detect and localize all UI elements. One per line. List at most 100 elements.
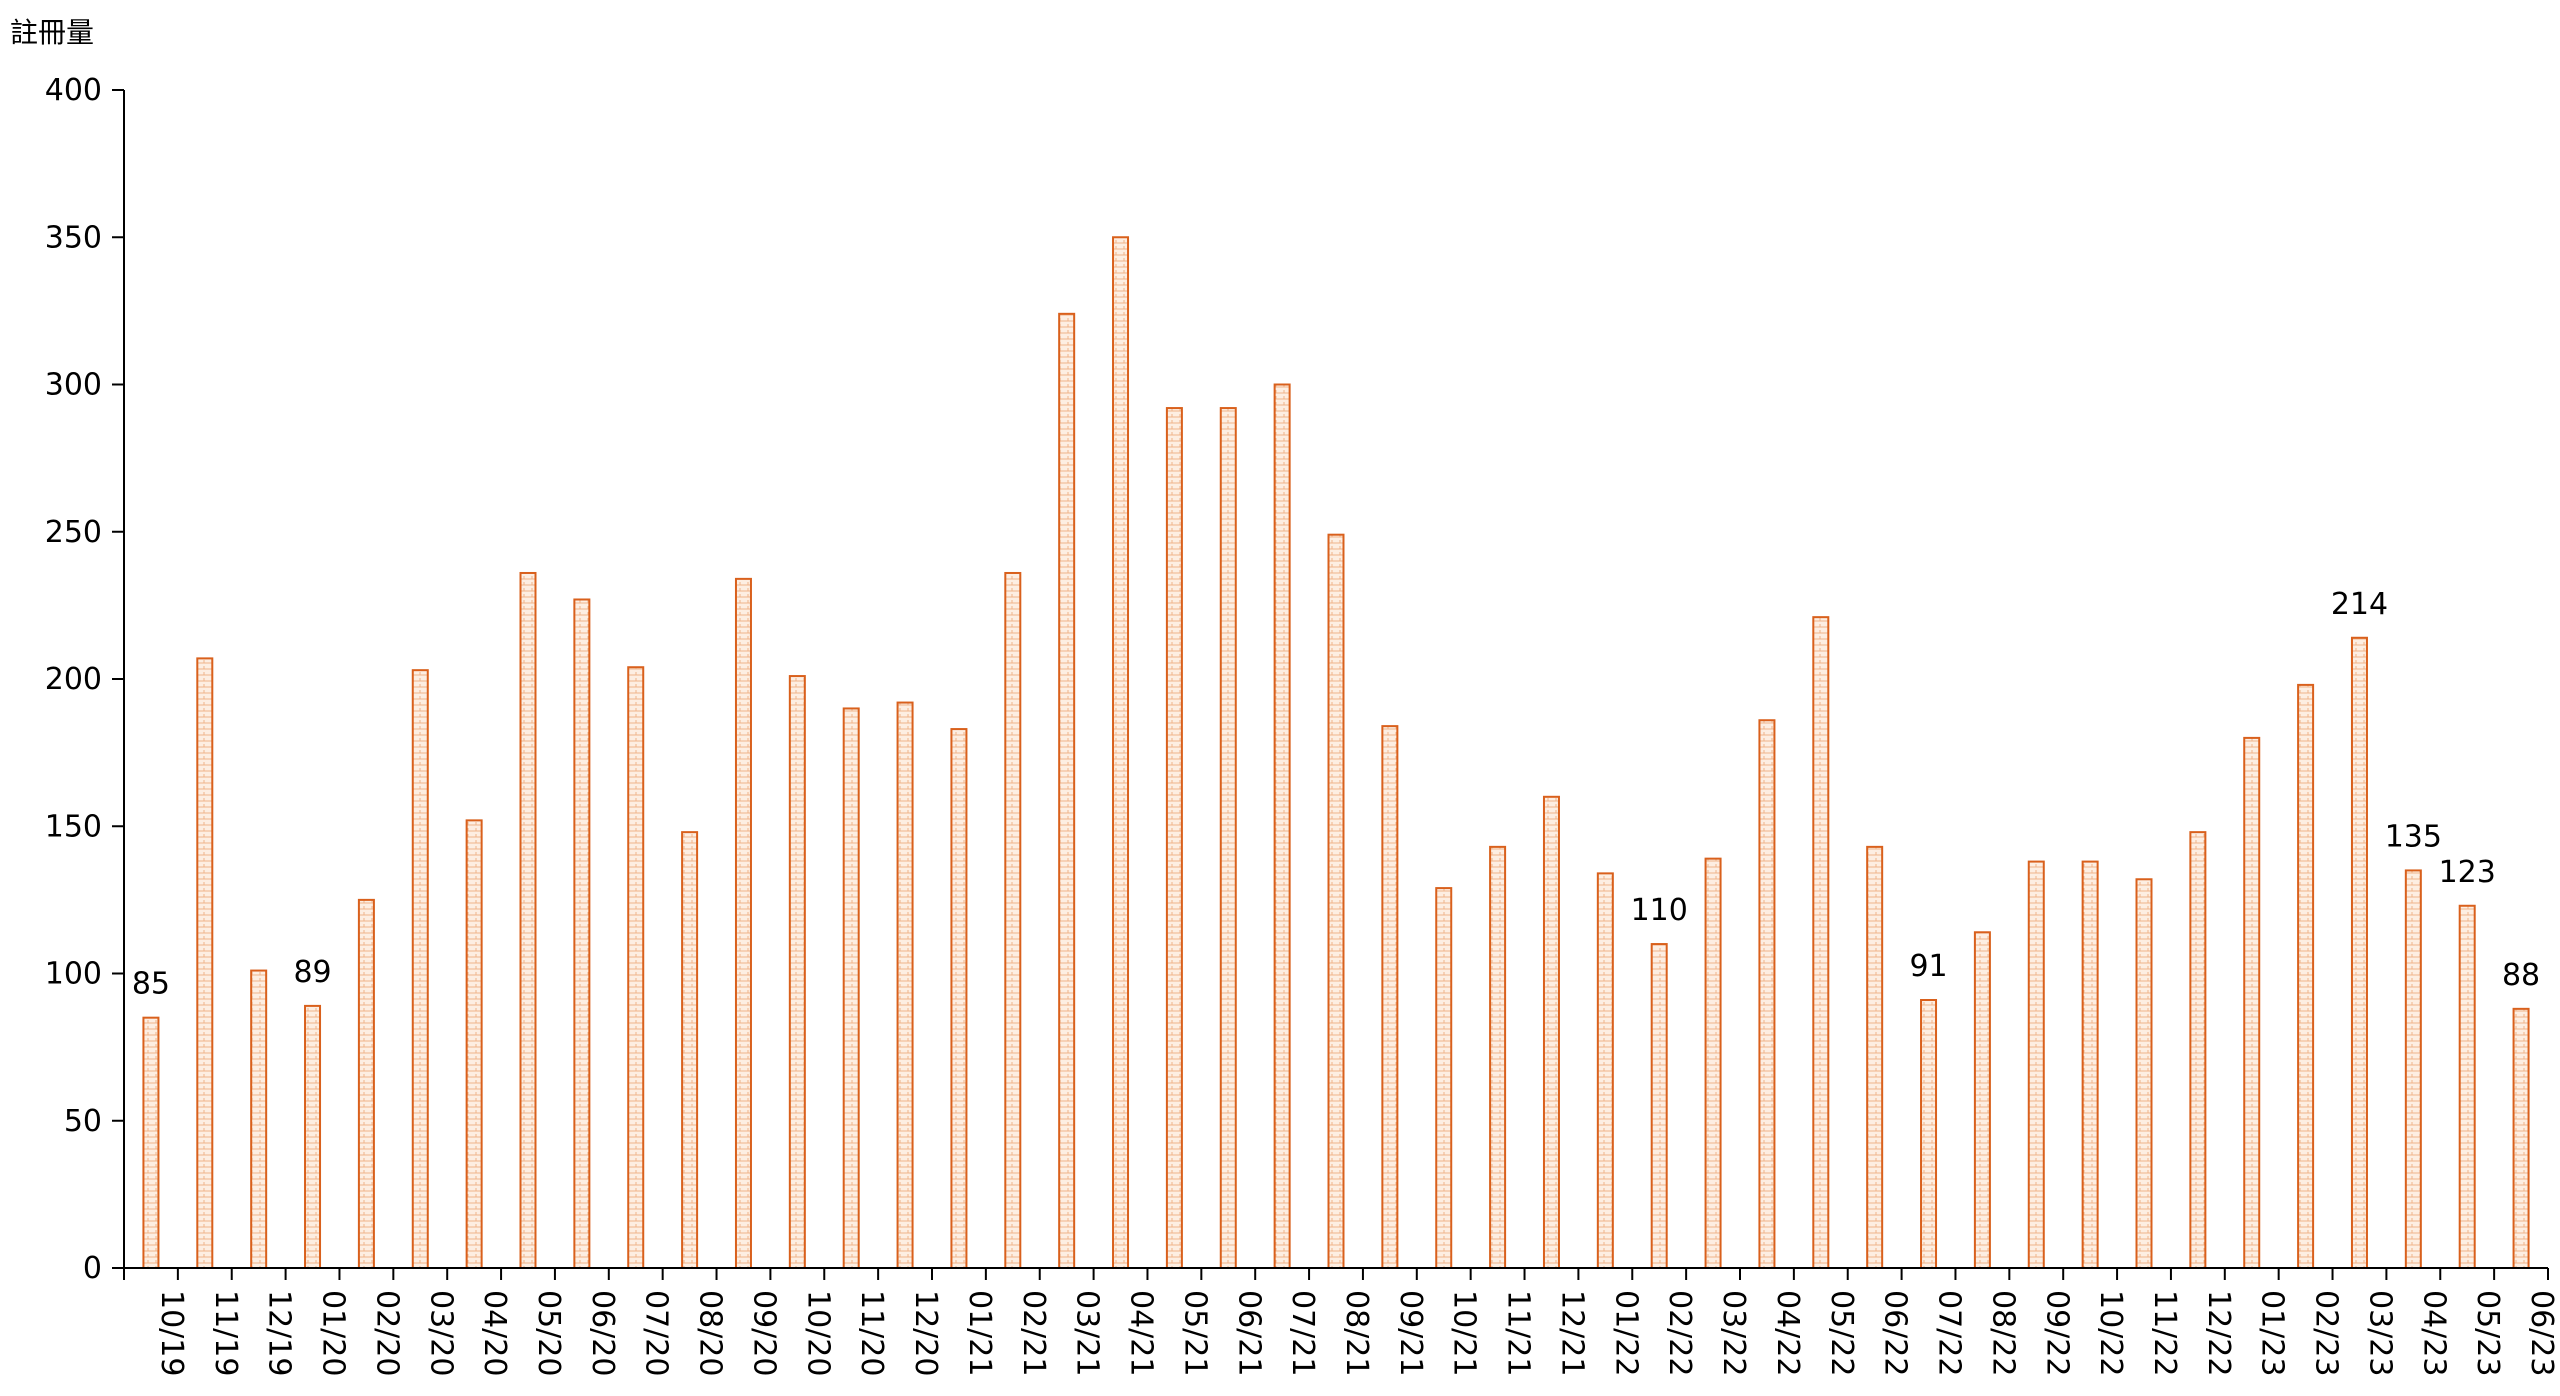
y-tick-label: 400 [45,73,102,108]
bar-09-22 [2027,860,2045,1270]
x-tick-label: 12/20 [908,1290,943,1376]
bar-03-22 [1704,857,1722,1270]
bar-10-22 [2081,860,2099,1270]
bar-04-20 [465,819,483,1269]
bar-06-21 [1219,407,1237,1269]
y-tick-label: 300 [45,368,102,403]
y-tick-label: 350 [45,220,102,255]
x-tick-label: 09/22 [2039,1290,2074,1376]
x-tick-label: 05/21 [1177,1290,1212,1376]
x-tick-label: 06/20 [585,1290,620,1376]
x-tick-label: 10/21 [1447,1290,1482,1376]
bar-04-23 [2404,869,2422,1269]
bar-04-22 [1758,719,1776,1269]
data-label: 214 [2331,587,2388,622]
x-tick-label: 06/23 [2524,1290,2559,1376]
y-tick-label: 50 [64,1104,102,1139]
x-tick-label: 05/20 [531,1290,566,1376]
y-axis-label: 註冊量 [10,16,94,49]
x-tick-label: 07/21 [1285,1290,1320,1376]
x-tick-label: 03/20 [423,1290,458,1376]
data-label: 89 [293,955,331,990]
x-tick-label: 07/22 [1932,1290,1967,1376]
bar-06-20 [573,598,591,1269]
bar-02-22 [1650,943,1668,1269]
bar-11-20 [842,707,860,1269]
bar-07-21 [1273,383,1291,1269]
bar-12-20 [896,701,914,1269]
x-tick-label: 10/19 [154,1290,189,1376]
x-tick-label: 04/20 [477,1290,512,1376]
bar-01-20 [304,1004,322,1270]
x-tick-label: 04/22 [1770,1290,1805,1376]
x-tick-label: 01/20 [316,1290,351,1376]
bar-05-23 [2458,904,2476,1269]
x-tick-label: 11/21 [1501,1290,1536,1376]
bar-06-23 [2512,1007,2530,1270]
x-tick-label: 03/23 [2362,1290,2397,1376]
x-tick-label: 12/22 [2201,1290,2236,1376]
bar-10-20 [788,675,806,1269]
x-tick-label: 02/20 [369,1290,404,1376]
data-label: 110 [1631,893,1688,928]
x-tick-label: 06/22 [1878,1290,1913,1376]
bar-01-21 [950,728,968,1269]
x-tick-label: 09/21 [1393,1290,1428,1376]
x-tick-label: 01/22 [1608,1290,1643,1376]
bar-06-22 [1866,845,1884,1269]
bar-10-21 [1435,887,1453,1269]
x-axis: 10/19 11/19 12/19 01/20 02/20 03/20 04/20 05/20… [123,1267,2559,1376]
x-tick-label: 04/21 [1124,1290,1159,1376]
y-tick-label: 150 [45,809,102,844]
data-label: 123 [2439,855,2496,890]
bar-02-20 [357,898,375,1269]
x-tick-label: 10/20 [800,1290,835,1376]
x-tick-label: 05/23 [2470,1290,2505,1376]
data-label: 88 [2502,958,2540,993]
bar-09-20 [734,577,752,1269]
bar-02-21 [1004,571,1022,1269]
bar-08-22 [1973,931,1991,1270]
bar-09-21 [1381,725,1399,1269]
data-label: 91 [1909,949,1947,984]
data-label: 135 [2385,819,2442,854]
bar-08-20 [681,831,699,1269]
y-tick-label: 200 [45,662,102,697]
bar-05-22 [1812,616,1830,1269]
x-tick-label: 02/21 [1016,1290,1051,1376]
bar-01-23 [2243,736,2261,1269]
x-tick-label: 08/20 [693,1290,728,1376]
x-tick-label: 02/22 [1662,1290,1697,1376]
y-tick-label: 250 [45,515,102,550]
x-tick-label: 02/23 [2309,1290,2344,1376]
bars [142,236,2530,1270]
bar-11-21 [1489,845,1507,1269]
x-tick-label: 05/22 [1824,1290,1859,1376]
bar-07-22 [1920,999,1938,1269]
x-tick-label: 11/19 [208,1290,243,1376]
x-tick-label: 11/22 [2147,1290,2182,1376]
bar-08-21 [1327,533,1345,1269]
bar-03-20 [411,669,429,1269]
x-tick-label: 08/22 [1985,1290,2020,1376]
bar-12-22 [2189,831,2207,1269]
x-tick-label: 09/20 [746,1290,781,1376]
x-tick-label: 03/21 [1070,1290,1105,1376]
x-tick-label: 01/21 [962,1290,997,1376]
bar-07-20 [627,666,645,1269]
bar-05-20 [519,571,537,1269]
y-tick-label: 100 [45,957,102,992]
bar-05-21 [1165,407,1183,1269]
x-tick-label: 06/21 [1231,1290,1266,1376]
x-tick-label: 04/23 [2416,1290,2451,1376]
x-tick-label: 11/20 [854,1290,889,1376]
bar-04-21 [1112,236,1130,1269]
bar-12-19 [250,969,268,1269]
data-label: 85 [132,967,170,1002]
bar-11-19 [196,657,214,1269]
bar-01-22 [1596,872,1614,1269]
x-tick-label: 03/22 [1716,1290,1751,1376]
